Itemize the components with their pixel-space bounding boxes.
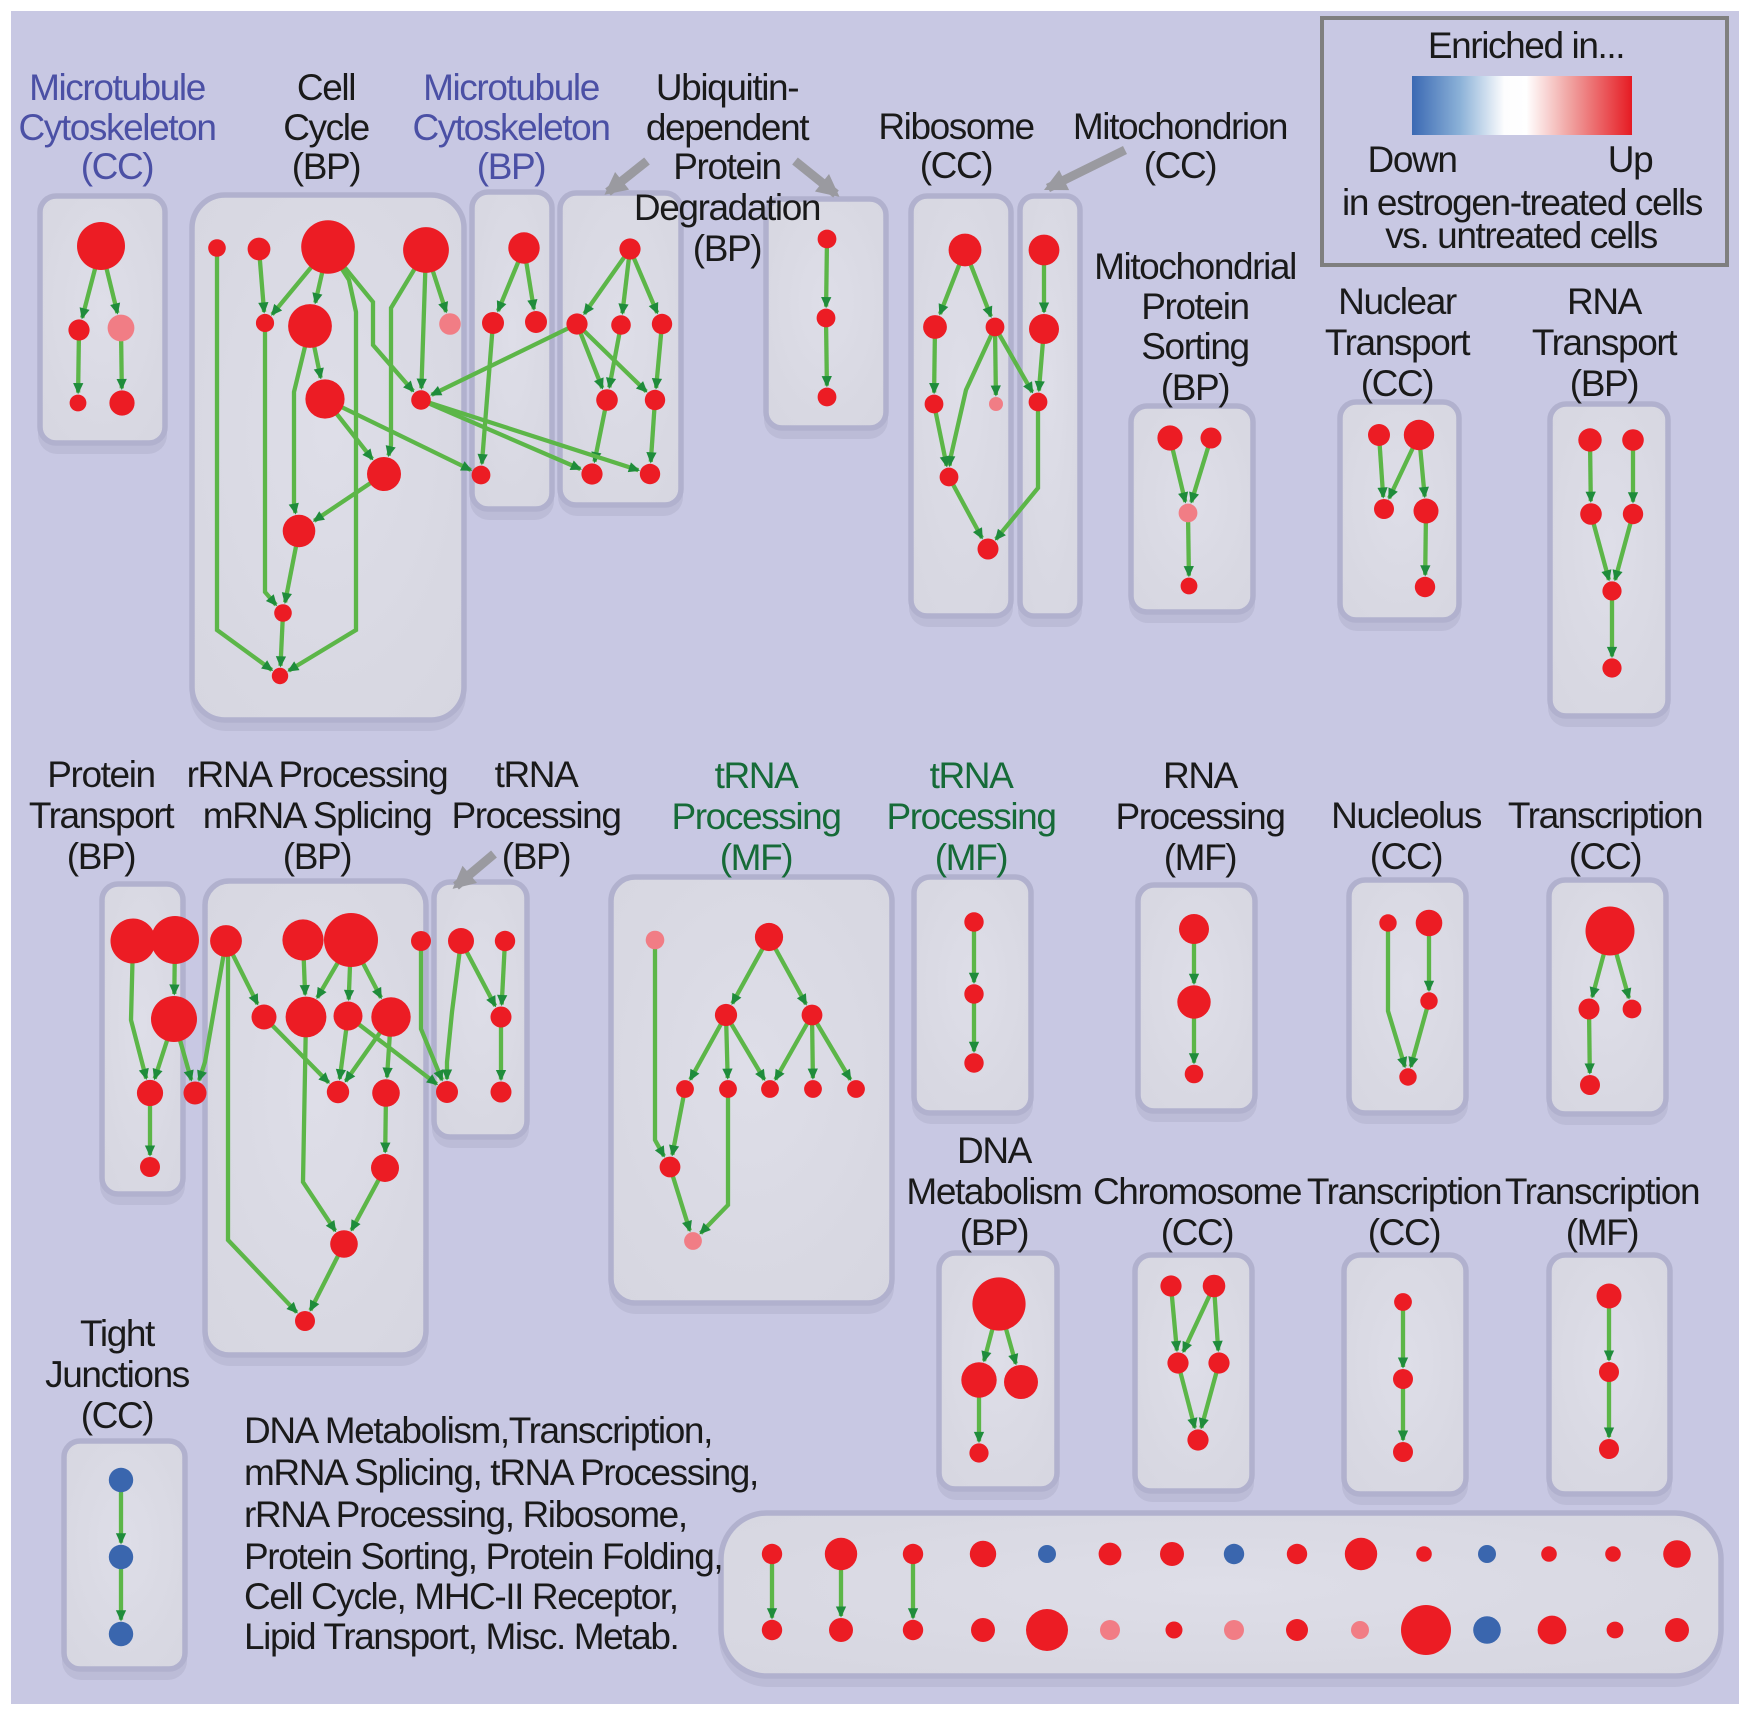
svg-text:tRNA: tRNA <box>715 755 800 796</box>
svg-text:Processing: Processing <box>671 796 840 837</box>
svg-text:Cell: Cell <box>297 67 355 108</box>
svg-text:Enriched in...: Enriched in... <box>1428 25 1624 66</box>
svg-text:(BP): (BP) <box>477 146 545 187</box>
svg-text:(CC): (CC) <box>1368 1212 1441 1253</box>
svg-text:rRNA Processing, Ribosome,: rRNA Processing, Ribosome, <box>244 1494 687 1535</box>
svg-text:Junctions: Junctions <box>45 1354 190 1395</box>
svg-text:dependent: dependent <box>646 107 810 148</box>
svg-text:Mitochondrion: Mitochondrion <box>1073 106 1287 147</box>
svg-text:RNA: RNA <box>1163 755 1239 796</box>
svg-text:Transcription: Transcription <box>1307 1171 1501 1212</box>
svg-text:Cytoskeleton: Cytoskeleton <box>18 107 215 148</box>
svg-text:Lipid Transport, Misc. Metab.: Lipid Transport, Misc. Metab. <box>244 1616 678 1657</box>
svg-text:(CC): (CC) <box>81 1395 154 1436</box>
svg-text:DNA Metabolism,Transcription,: DNA Metabolism,Transcription, <box>244 1410 712 1451</box>
svg-text:Nucleolus: Nucleolus <box>1331 795 1482 836</box>
svg-text:(CC): (CC) <box>920 145 993 186</box>
svg-text:(MF): (MF) <box>1566 1212 1639 1253</box>
svg-text:Transcription: Transcription <box>1508 795 1702 836</box>
svg-text:Transport: Transport <box>29 795 175 836</box>
svg-text:(MF): (MF) <box>935 837 1008 878</box>
svg-text:(MF): (MF) <box>720 837 793 878</box>
svg-text:Cytoskeleton: Cytoskeleton <box>412 107 609 148</box>
svg-text:Protein Sorting, Protein Foldi: Protein Sorting, Protein Folding, <box>244 1536 722 1577</box>
svg-text:(BP): (BP) <box>67 836 135 877</box>
svg-text:(CC): (CC) <box>1569 836 1642 877</box>
svg-text:Sorting: Sorting <box>1141 326 1248 367</box>
svg-text:(BP): (BP) <box>292 146 360 187</box>
svg-text:(BP): (BP) <box>283 836 351 877</box>
svg-text:Nuclear: Nuclear <box>1338 281 1457 322</box>
svg-text:Processing: Processing <box>451 795 620 836</box>
svg-text:(CC): (CC) <box>1144 145 1217 186</box>
svg-text:Ubiquitin-: Ubiquitin- <box>656 67 798 108</box>
svg-text:(CC): (CC) <box>1370 836 1443 877</box>
svg-text:vs. untreated cells: vs. untreated cells <box>1385 215 1658 256</box>
svg-text:Transcription: Transcription <box>1505 1171 1699 1212</box>
svg-text:Cell Cycle, MHC-II Receptor,: Cell Cycle, MHC-II Receptor, <box>244 1576 678 1617</box>
svg-text:Processing: Processing <box>886 796 1055 837</box>
svg-text:Protein: Protein <box>673 146 780 187</box>
svg-text:RNA: RNA <box>1567 281 1643 322</box>
svg-text:tRNA: tRNA <box>930 755 1015 796</box>
svg-text:Microtubule: Microtubule <box>29 67 205 108</box>
svg-text:Processing: Processing <box>1115 796 1284 837</box>
svg-text:Degradation: Degradation <box>634 187 820 228</box>
svg-text:Mitochondrial: Mitochondrial <box>1094 246 1296 287</box>
svg-text:Ribosome: Ribosome <box>878 106 1033 147</box>
svg-text:(CC): (CC) <box>1161 1212 1234 1253</box>
svg-text:Transport: Transport <box>1325 322 1471 363</box>
svg-text:(BP): (BP) <box>960 1212 1028 1253</box>
svg-text:rRNA Processing: rRNA Processing <box>187 754 448 795</box>
svg-text:Tight: Tight <box>80 1313 156 1354</box>
svg-text:(BP): (BP) <box>502 836 570 877</box>
svg-text:DNA: DNA <box>957 1130 1033 1171</box>
svg-text:in estrogen-treated cells: in estrogen-treated cells <box>1342 182 1703 223</box>
svg-text:(CC): (CC) <box>1361 363 1434 404</box>
svg-text:(BP): (BP) <box>693 228 761 269</box>
svg-text:Chromosome: Chromosome <box>1093 1171 1301 1212</box>
svg-text:(BP): (BP) <box>1570 363 1638 404</box>
svg-text:Transport: Transport <box>1532 322 1678 363</box>
svg-text:Protein: Protein <box>47 754 154 795</box>
svg-text:Cycle: Cycle <box>283 107 369 148</box>
svg-text:mRNA Splicing: mRNA Splicing <box>203 795 432 836</box>
svg-text:Up: Up <box>1608 139 1653 180</box>
svg-text:Microtubule: Microtubule <box>423 67 599 108</box>
svg-text:(MF): (MF) <box>1164 837 1237 878</box>
svg-text:mRNA Splicing, tRNA Processing: mRNA Splicing, tRNA Processing, <box>244 1452 758 1493</box>
svg-text:Protein: Protein <box>1141 286 1248 327</box>
svg-text:Metabolism: Metabolism <box>906 1171 1081 1212</box>
svg-text:Down: Down <box>1368 139 1457 180</box>
svg-text:tRNA: tRNA <box>495 754 580 795</box>
svg-text:(CC): (CC) <box>81 146 154 187</box>
svg-text:(BP): (BP) <box>1161 367 1229 408</box>
